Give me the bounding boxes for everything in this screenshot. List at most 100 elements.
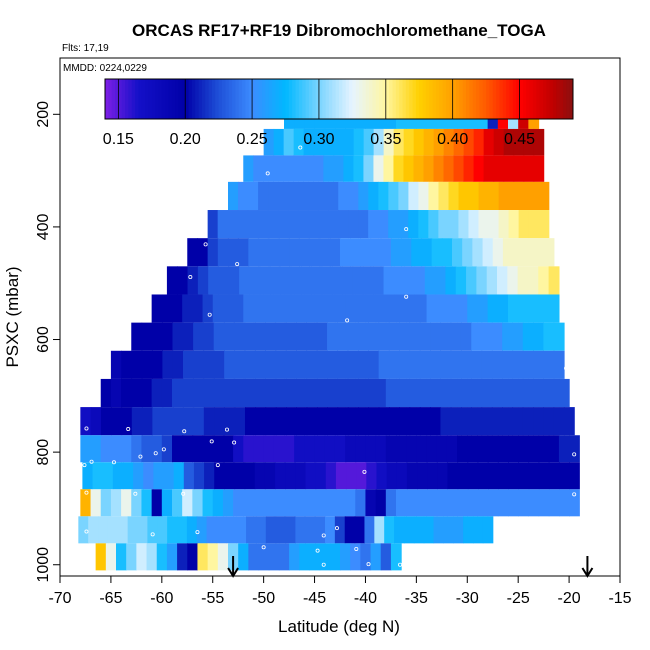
- band-7-cell-33: [487, 294, 499, 323]
- colorbar-segment-108: [466, 79, 470, 119]
- band-11-cell-11: [193, 407, 205, 436]
- band-13-cell-16: [244, 462, 256, 490]
- band-7-cell-3: [182, 294, 193, 323]
- sample-point-21: [161, 447, 166, 452]
- band-13-cell-39: [477, 462, 489, 490]
- band-5-cell-14: [329, 238, 341, 267]
- colorbar-segment-29: [201, 79, 206, 119]
- colorbar-segment-98: [432, 79, 437, 119]
- band-4-cell-1: [217, 210, 229, 239]
- colorbar-segment-138: [566, 79, 571, 119]
- band-13-cell-17: [254, 462, 266, 490]
- band-12-cell-14: [222, 435, 234, 463]
- band-2-cell-14: [383, 155, 395, 182]
- band-10-cell-0: [100, 378, 112, 408]
- band-5-cell-24: [431, 238, 443, 267]
- band-6-cell-0: [166, 266, 178, 295]
- band-12-cell-23: [314, 435, 326, 463]
- band-10-cell-1: [110, 378, 122, 408]
- band-9-cell-3: [141, 350, 153, 379]
- colorbar-segment-99: [435, 79, 440, 119]
- band-13-cell-23: [315, 462, 327, 490]
- band-3-cell-2: [248, 181, 259, 211]
- band-12-cell-36: [446, 435, 458, 463]
- band-7-cell-9: [243, 294, 255, 323]
- band-9-cell-27: [388, 350, 400, 379]
- colorbar-segment-1: [108, 79, 113, 119]
- band-2-cell-10: [343, 155, 354, 182]
- band-9-cell-42: [543, 350, 555, 379]
- band-1-cell-23: [493, 128, 505, 156]
- band-14-cell-13: [212, 489, 224, 517]
- band-10-cell-18: [284, 378, 295, 408]
- band-10-cell-23: [334, 378, 346, 408]
- band-7-cell-14: [294, 294, 305, 323]
- band-15-cell-14: [216, 516, 227, 544]
- band-14-cell-42: [508, 489, 519, 517]
- colorbar-segment-67: [328, 79, 333, 119]
- band-14-cell-46: [548, 489, 560, 517]
- band-8-cell-40: [543, 322, 555, 351]
- colorbar-segment-61: [308, 79, 313, 119]
- band-10-cell-8: [182, 378, 193, 408]
- band-7-cell-20: [355, 294, 367, 323]
- band-5-cell-6: [248, 238, 260, 267]
- band-4-cell-8: [287, 210, 299, 239]
- band-7-cell-12: [273, 294, 285, 323]
- band-7: [151, 294, 560, 323]
- band-12-cell-2: [100, 435, 112, 463]
- band-13-cell-13: [214, 462, 225, 490]
- band-7-cell-29: [446, 294, 458, 323]
- band-12-cell-12: [202, 435, 214, 463]
- colorbar-segment-101: [442, 79, 447, 119]
- band-9-cell-23: [347, 350, 359, 379]
- colorbar-segment-54: [285, 79, 290, 119]
- band-14-cell-15: [233, 489, 244, 517]
- band-16-cell-15: [248, 543, 260, 571]
- band-15-cell-17: [246, 516, 257, 544]
- band-12-cell-33: [416, 435, 428, 463]
- band-10-cell-35: [457, 378, 468, 408]
- band-4-cell-26: [468, 210, 480, 239]
- band-11-cell-46: [553, 407, 565, 436]
- colorbar-segment-88: [399, 79, 404, 119]
- band-3-cell-23: [458, 181, 470, 211]
- band-6-cell-29: [466, 266, 477, 295]
- band-7-cell-24: [396, 294, 407, 323]
- colorbar-segment-18: [165, 79, 170, 119]
- band-5: [187, 238, 555, 267]
- band-11-cell-34: [430, 407, 442, 436]
- band-7-cell-17: [324, 294, 336, 323]
- colorbar-segment-63: [315, 79, 320, 119]
- colorbar-segment-104: [452, 79, 457, 119]
- band-7-cell-37: [528, 294, 540, 323]
- colorbar-segment-79: [369, 79, 373, 119]
- x-tick-label-8: -30: [456, 590, 479, 607]
- sample-point-29: [133, 491, 138, 496]
- band-13-cell-37: [457, 462, 469, 490]
- band-13-cell-0: [82, 462, 94, 490]
- colorbar-segment-32: [211, 79, 216, 119]
- band-7-cell-25: [406, 294, 417, 323]
- band-11-cell-5: [131, 407, 143, 436]
- colorbar-segment-52: [278, 79, 283, 119]
- band-7-cell-4: [192, 294, 204, 323]
- band-8-cell-24: [378, 322, 390, 351]
- band-14-cell-0: [80, 489, 92, 517]
- band-10-cell-26: [365, 378, 377, 408]
- band-15-cell-31: [384, 516, 395, 544]
- band-8-cell-9: [224, 322, 235, 351]
- band-2-cell-24: [483, 155, 495, 182]
- band-16-cell-18: [278, 543, 290, 571]
- band-11-cell-41: [502, 407, 514, 436]
- sample-point-14: [126, 427, 131, 432]
- band-3-cell-0: [228, 181, 239, 211]
- band-11-cell-20: [286, 407, 298, 436]
- band-11-cell-3: [111, 407, 123, 436]
- colorbar-segment-7: [128, 79, 133, 119]
- sample-point-23: [89, 459, 94, 464]
- band-6-cell-12: [290, 266, 302, 295]
- band-11-cell-23: [316, 407, 328, 436]
- band-14-cell-31: [396, 489, 407, 517]
- band-3-cell-29: [518, 181, 530, 211]
